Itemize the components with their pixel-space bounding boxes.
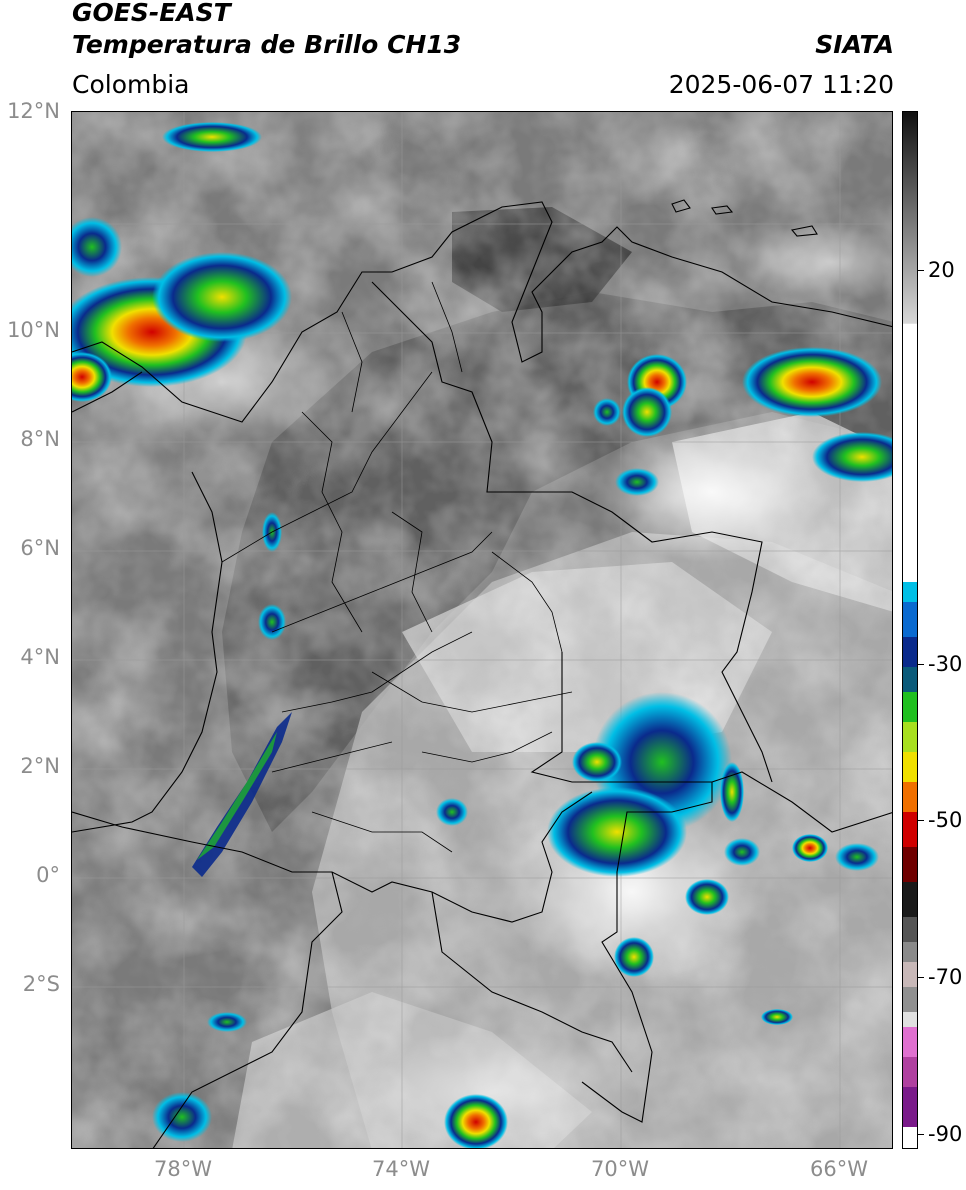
lat-label-10n: 10°N (7, 318, 60, 342)
lon-label-70w: 70°W (591, 1157, 649, 1181)
borders (72, 199, 892, 1148)
lat-label-6n: 6°N (20, 536, 60, 560)
lon-label-74w: 74°W (372, 1157, 430, 1181)
lat-label-0: 0° (36, 863, 60, 887)
lat-label-2s: 2°S (22, 972, 60, 996)
colorbar-tick-20 (918, 270, 924, 271)
satellite-title: GOES-EAST (72, 0, 231, 27)
lon-label-66w: 66°W (810, 1157, 868, 1181)
lat-label-4n: 4°N (20, 645, 60, 669)
timestamp-label: 2025-06-07 11:20 (668, 70, 894, 99)
lat-label-12n: 12°N (7, 99, 60, 123)
colorbar-tick-minus70 (918, 977, 924, 978)
map-canvas (72, 112, 892, 1148)
colorbar-tick-minus50 (918, 820, 924, 821)
grid-lines (72, 112, 892, 1148)
colorbar-label-20: 20 (928, 258, 955, 282)
product-title: Temperatura de Brillo CH13 (72, 30, 462, 59)
lat-label-8n: 8°N (20, 427, 60, 451)
colorbar-tick-minus90 (918, 1134, 924, 1135)
colorbar (902, 111, 918, 1149)
storm-cells (72, 122, 892, 1148)
colorbar-label-minus70: -70 (928, 965, 963, 989)
lon-label-78w: 78°W (154, 1157, 212, 1181)
colorbar-tick-minus30 (918, 664, 924, 665)
satellite-map[interactable] (71, 111, 893, 1149)
organization-label: SIATA (815, 30, 894, 59)
colorbar-label-minus50: -50 (928, 808, 963, 832)
region-label: Colombia (72, 70, 190, 99)
lat-label-2n: 2°N (20, 754, 60, 778)
colorbar-label-minus30: -30 (928, 652, 963, 676)
colorbar-label-minus90: -90 (928, 1122, 963, 1146)
